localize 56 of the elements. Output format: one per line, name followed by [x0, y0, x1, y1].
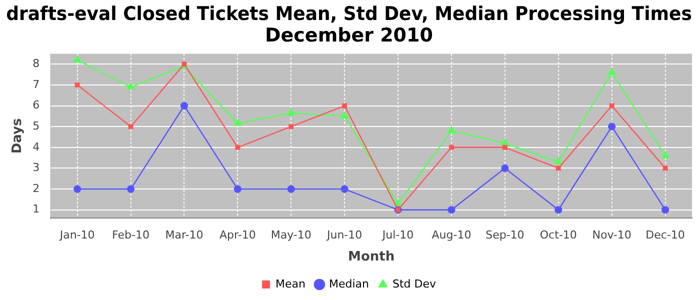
y-tick-label: 4 — [32, 140, 40, 154]
point — [126, 82, 136, 90]
x-tick-label: Feb-10 — [112, 228, 150, 242]
chart-title: drafts-eval Closed Tickets Mean, Std Dev, Median Processing Times December 2010 — [6, 3, 692, 47]
point — [340, 185, 348, 193]
legend-label: Median — [328, 277, 370, 290]
legend-label: Mean — [276, 277, 306, 290]
x-tick-label: Mar-10 — [165, 228, 204, 242]
point — [126, 185, 135, 193]
point — [74, 82, 80, 88]
point — [74, 185, 82, 193]
y-tick-label: 7 — [32, 78, 40, 91]
x-axis-title: Month — [348, 250, 395, 265]
point — [554, 206, 562, 214]
point — [660, 150, 670, 158]
x-tick-label: Dec-10 — [646, 228, 685, 242]
x-tick-label: Nov-10 — [592, 228, 632, 242]
y-tick-label: 5 — [32, 119, 40, 132]
point — [180, 102, 188, 110]
point — [661, 206, 670, 214]
point — [128, 124, 134, 130]
x-tick-label: Jan-10 — [58, 228, 95, 242]
point — [340, 111, 349, 119]
legend-label: Std Dev — [392, 277, 436, 290]
y-tick-label: 3 — [32, 161, 40, 174]
x-tick-label: Aug-10 — [432, 228, 472, 242]
point — [554, 156, 563, 164]
y-tick-label: 6 — [32, 98, 40, 112]
point — [287, 185, 295, 193]
point — [447, 126, 456, 134]
y-tick-label: 8 — [32, 56, 40, 70]
point — [72, 54, 82, 62]
x-tick-label: Apr-10 — [220, 228, 256, 242]
point — [607, 67, 616, 75]
point — [235, 144, 240, 150]
x-tick-label: Jul-10 — [381, 228, 414, 242]
point — [556, 166, 561, 171]
y-tick-label: 1 — [32, 202, 40, 216]
x-tick-label: Sep-10 — [486, 228, 524, 242]
point — [449, 144, 454, 150]
point — [286, 108, 296, 116]
point — [288, 124, 294, 130]
point — [234, 185, 242, 193]
x-tick-label: May-10 — [270, 228, 312, 242]
point — [502, 144, 508, 150]
point — [608, 122, 616, 130]
point — [609, 103, 614, 108]
point — [448, 206, 456, 214]
x-tick-label: Oct-10 — [540, 228, 577, 242]
y-tick-label: 2 — [32, 182, 40, 195]
point — [662, 166, 668, 171]
y-axis-title: Days — [10, 118, 26, 154]
point — [233, 118, 242, 126]
x-tick-label: Jun-10 — [326, 228, 362, 242]
point — [501, 164, 509, 172]
point — [342, 103, 348, 108]
